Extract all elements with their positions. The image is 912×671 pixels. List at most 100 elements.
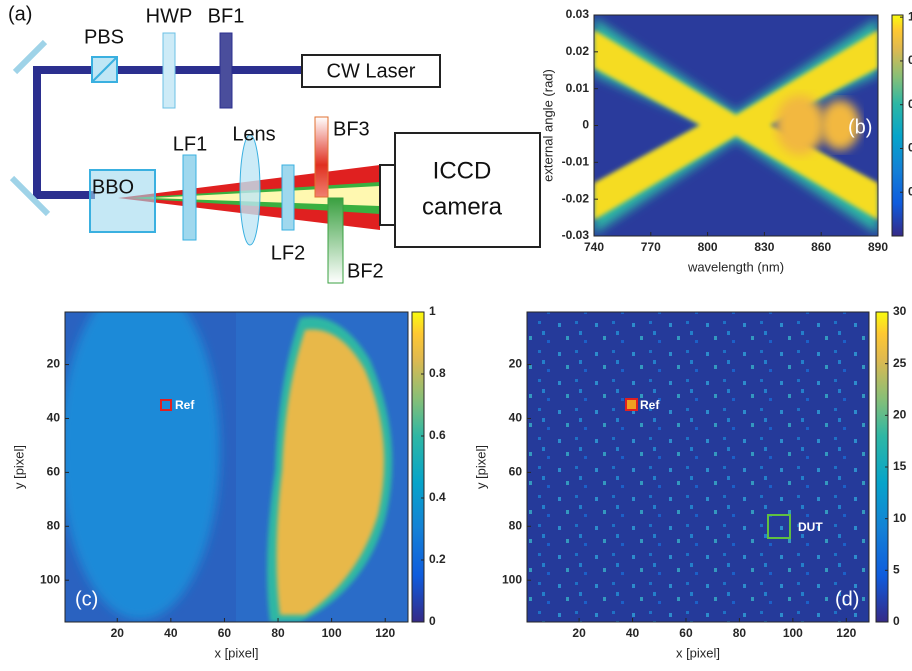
x-tick-label: 770 xyxy=(641,240,661,254)
heatmap-image xyxy=(65,312,408,622)
y-axis-label: y [pixel] xyxy=(473,445,488,489)
x-axis-label: x [pixel] xyxy=(214,645,258,660)
x-tick-label: 740 xyxy=(584,240,604,254)
x-axis-label: wavelength (nm) xyxy=(687,259,784,274)
y-tick-label: 0 xyxy=(582,118,589,132)
x-tick-label: 60 xyxy=(218,626,232,640)
y-tick-label: 20 xyxy=(509,357,523,371)
y-tick-label: -0.02 xyxy=(562,191,590,205)
lens xyxy=(239,134,261,246)
ref-box xyxy=(160,399,172,411)
x-tick-label: 80 xyxy=(733,626,747,640)
y-tick-label: 80 xyxy=(47,518,61,532)
colorbar-tick-label: 10 xyxy=(893,511,907,525)
colorbar-tick-label: 0 xyxy=(893,614,900,628)
component-label: CW Laser xyxy=(327,60,416,82)
x-tick-label: 20 xyxy=(111,626,125,640)
x-tick-label: 120 xyxy=(836,626,856,640)
annotation: Ref xyxy=(175,398,195,412)
y-tick-label: 20 xyxy=(47,357,61,371)
y-tick-label: -0.01 xyxy=(562,155,590,169)
plot-frame xyxy=(64,311,409,623)
x-tick-label: 100 xyxy=(783,626,803,640)
pbs-diagonal xyxy=(91,56,118,83)
colorbar-tick-label: 5 xyxy=(893,563,900,577)
colorbar-tick-label: 0.8 xyxy=(429,366,446,380)
mirror xyxy=(12,39,48,75)
component-label: BBO xyxy=(92,176,134,198)
x-tick-label: 60 xyxy=(679,626,693,640)
bf1 xyxy=(219,32,233,109)
setup-diagram: (a) PBS HWP BF1 CW Laser BBO LF1 Lens LF… xyxy=(8,3,541,284)
lf2 xyxy=(281,164,295,231)
colorbar-tick-label: 0.6 xyxy=(429,428,446,442)
lf1 xyxy=(182,154,197,241)
component-label: LF1 xyxy=(173,133,207,155)
x-tick-label: 100 xyxy=(322,626,342,640)
panel-label: (c) xyxy=(75,588,98,610)
ref-box xyxy=(625,398,638,411)
colorbar-tick-label: 1 xyxy=(908,9,912,23)
bbo xyxy=(89,169,156,233)
bf2 xyxy=(327,197,344,284)
y-axis-label: y [pixel] xyxy=(11,445,26,489)
colorbar-tick-label: 20 xyxy=(893,408,907,422)
x-tick-label: 800 xyxy=(698,240,718,254)
colorbar xyxy=(891,14,904,237)
y-tick-label: 100 xyxy=(40,572,60,586)
colorbar-tick-label: 0.4 xyxy=(908,141,912,155)
component-label: PBS xyxy=(84,26,124,48)
annotation: DUT xyxy=(798,520,823,534)
laser-box xyxy=(301,54,441,88)
colorbar-tick-label: 0.8 xyxy=(908,53,912,67)
panel-label: (a) xyxy=(8,3,32,25)
x-tick-label: 40 xyxy=(164,626,178,640)
colorbar-tick-label: 25 xyxy=(893,356,907,370)
camera-label: ICCD xyxy=(433,157,492,184)
heatmap-image xyxy=(594,15,878,236)
panel-label: (b) xyxy=(848,116,872,138)
component-label: BF2 xyxy=(347,260,384,282)
y-tick-label: -0.03 xyxy=(562,228,590,242)
y-tick-label: 0.03 xyxy=(566,7,590,21)
annotation: Ref xyxy=(640,398,660,412)
bf3 xyxy=(314,116,329,198)
colorbar-tick-label: 15 xyxy=(893,459,907,473)
plot-frame xyxy=(526,311,870,623)
component-label: LF2 xyxy=(271,242,305,264)
y-tick-label: 60 xyxy=(509,465,523,479)
camera-label: camera xyxy=(422,193,503,220)
x-tick-label: 80 xyxy=(271,626,285,640)
camera-box xyxy=(394,132,541,248)
x-tick-label: 20 xyxy=(572,626,586,640)
x-tick-label: 40 xyxy=(626,626,640,640)
camera-lens xyxy=(379,164,396,226)
dut-box xyxy=(767,514,791,539)
y-tick-label: 60 xyxy=(47,465,61,479)
y-tick-label: 40 xyxy=(509,411,523,425)
hwp xyxy=(162,32,176,109)
x-tick-label: 830 xyxy=(754,240,774,254)
x-tick-label: 120 xyxy=(375,626,395,640)
x-tick-label: 860 xyxy=(811,240,831,254)
y-tick-label: 80 xyxy=(509,518,523,532)
colorbar xyxy=(411,311,425,623)
colorbar-tick-label: 0.6 xyxy=(908,97,912,111)
mirror xyxy=(9,175,51,217)
colorbar-tick-label: 0.4 xyxy=(429,490,446,504)
heatmap-image xyxy=(527,312,869,622)
annotation-boxes xyxy=(160,398,791,539)
component-label: BF3 xyxy=(333,118,370,140)
y-axis-label: external angle (rad) xyxy=(540,69,555,182)
x-axis-label: x [pixel] xyxy=(676,645,720,660)
colorbar-tick-label: 0.2 xyxy=(908,184,912,198)
y-tick-label: 0.01 xyxy=(566,81,590,95)
y-tick-label: 0.02 xyxy=(566,44,590,58)
colorbar-tick-label: 1 xyxy=(429,304,436,318)
colorbar-tick-label: 0 xyxy=(429,614,436,628)
colorbar-tick-label: 30 xyxy=(893,304,907,318)
component-label: BF1 xyxy=(208,5,245,27)
y-tick-label: 100 xyxy=(502,572,522,586)
